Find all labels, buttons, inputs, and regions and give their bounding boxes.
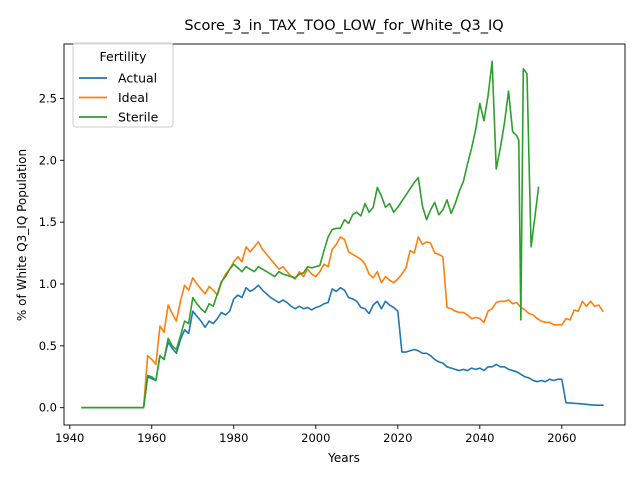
legend-title: Fertility [100,49,148,64]
x-tick-label: 2020 [383,431,412,445]
legend-label-ideal: Ideal [118,90,148,105]
axes-frame [63,43,626,426]
y-axis-label: % of White Q3_IQ Population [15,149,29,321]
y-tick-label: 0.5 [39,339,57,353]
series-line-ideal [81,236,604,409]
x-tick-label: 1960 [137,431,166,445]
series-line-sterile [81,60,540,409]
y-tick-label: 0.0 [39,401,57,415]
x-tick-label: 1980 [219,431,248,445]
legend-label-actual: Actual [118,71,157,86]
x-tick-label: 2000 [301,431,330,445]
x-tick-label: 2040 [465,431,494,445]
x-axis-label: Years [327,451,360,465]
legend-label-sterile: Sterile [118,110,159,125]
y-tick-label: 1.5 [39,215,57,229]
y-tick-label: 2.0 [39,153,57,167]
y-tick-label: 2.5 [39,91,57,105]
legend: Fertility Actual Ideal Sterile [72,42,174,128]
chart-title: Score_3_in_TAX_TOO_LOW_for_White_Q3_IQ [184,18,503,34]
legend-items: Actual Ideal Sterile [79,71,159,125]
y-tick-label: 1.0 [39,277,57,291]
legend-frame [72,42,174,128]
x-tick-label: 2060 [547,431,576,445]
x-axis: 1940 1960 1980 2000 2020 2040 2060 [55,425,576,445]
y-axis: 0.0 0.5 1.0 1.5 2.0 2.5 [39,91,64,415]
series-line-actual [81,284,604,409]
x-tick-label: 1940 [55,431,84,445]
plot-area [63,43,626,426]
